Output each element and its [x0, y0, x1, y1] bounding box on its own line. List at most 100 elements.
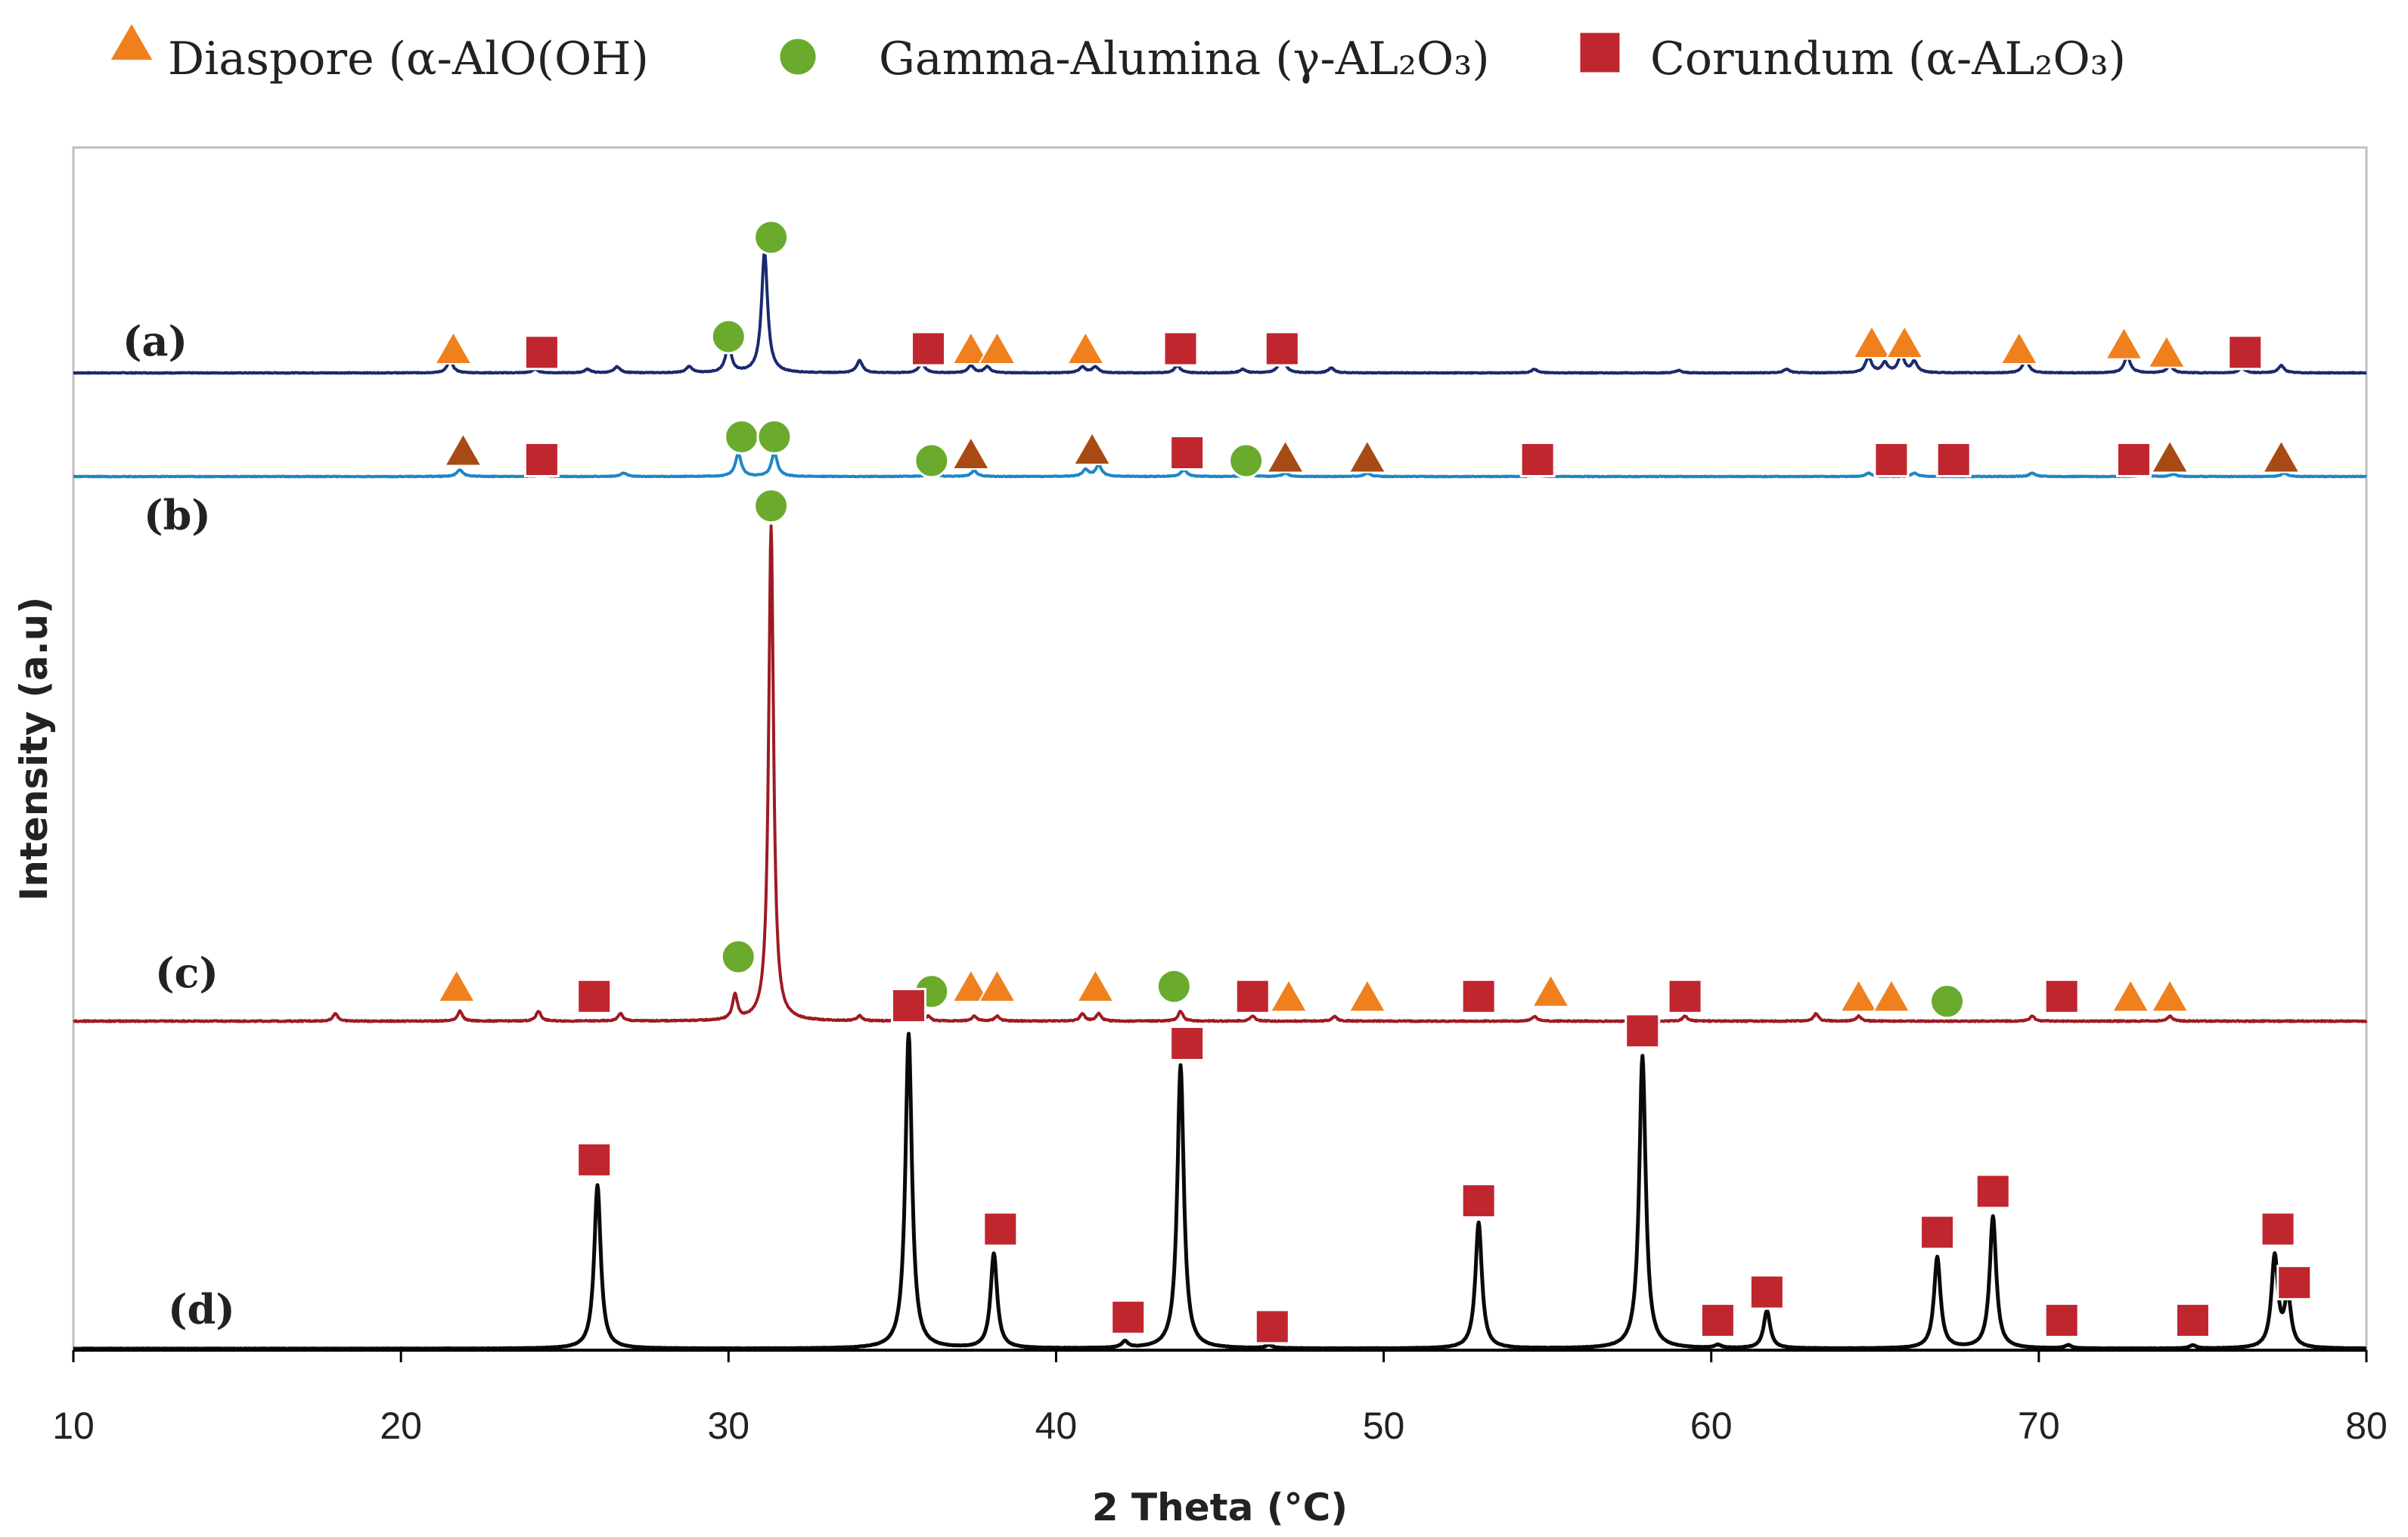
- phase-marker-b-circle-2: [724, 419, 760, 455]
- phase-marker-c-triangle-10: [1269, 978, 1308, 1013]
- phase-marker-a-triangle-5: [951, 330, 991, 365]
- phase-marker-c-triangle-7: [1075, 968, 1116, 1003]
- x-tick-label-30: 30: [707, 1405, 749, 1447]
- phase-marker-a-square-1: [523, 334, 560, 371]
- phase-marker-a-triangle-11: [1885, 324, 1924, 359]
- phase-marker-c-triangle-15: [1839, 978, 1879, 1013]
- phase-marker-b-triangle-dark-9: [1265, 439, 1305, 474]
- phase-marker-a-square-4: [911, 331, 947, 367]
- series-labels: (a) (b) (c) (d): [123, 317, 235, 1334]
- legend-entry-gamma-alumina: Gamma-Alumina (γ-AL₂O₃): [777, 33, 1490, 85]
- legend-circle-icon: [777, 36, 818, 77]
- phase-marker-d-square-3: [1110, 1299, 1147, 1335]
- x-axis-ticks: 10 20 30 40 50 60 70 80: [52, 1350, 2388, 1447]
- legend-square-icon: [1578, 30, 1622, 75]
- phase-marker-d-square-13: [2174, 1303, 2211, 1339]
- phase-marker-a-circle-3: [753, 219, 790, 256]
- phase-marker-a-triangle-10: [1852, 324, 1891, 359]
- phase-marker-c-triangle-11: [1348, 978, 1387, 1013]
- phase-marker-b-triangle-dark-16: [2261, 439, 2301, 474]
- phase-marker-b-square-12: [1873, 442, 1910, 477]
- series-line-b: [72, 451, 2368, 479]
- phase-marker-a-triangle-6: [977, 330, 1017, 365]
- phase-marker-b-circle-8: [1228, 442, 1265, 479]
- phase-marker-b-square-14: [2115, 442, 2152, 477]
- phase-marker-d-square-2: [982, 1211, 1019, 1247]
- legend-triangle-icon: [108, 21, 155, 61]
- phase-marker-b-triangle-dark-5: [951, 435, 991, 470]
- phase-marker-c-circle-17: [1929, 983, 1966, 1020]
- phase-marker-d-square-4: [1169, 1025, 1206, 1061]
- series-line-c: [72, 524, 2368, 1023]
- phase-marker-d-square-0: [576, 1141, 613, 1178]
- series-label-c: (c): [155, 949, 219, 997]
- phase-marker-a-square-15: [2227, 334, 2264, 371]
- y-axis-title: Intensity (a.u): [12, 597, 56, 901]
- x-tick-label-10: 10: [52, 1405, 95, 1447]
- phase-marker-d-square-5: [1254, 1309, 1290, 1345]
- phase-marker-c-triangle-0: [437, 968, 476, 1003]
- phase-marker-d-square-8: [1699, 1303, 1736, 1339]
- plot-frame: [72, 146, 2368, 1352]
- marker-layer: [433, 219, 2313, 1345]
- phase-marker-d-square-7: [1624, 1013, 1661, 1049]
- phase-marker-d-square-14: [2260, 1211, 2296, 1247]
- legend: Diaspore (α-AlO(OH) Gamma-Alumina (γ-AL₂…: [108, 21, 2126, 85]
- x-tick-label-70: 70: [2018, 1405, 2060, 1447]
- x-tick-label-50: 50: [1363, 1405, 1405, 1447]
- phase-marker-a-square-8: [1162, 331, 1199, 367]
- phase-marker-c-square-12: [1460, 978, 1497, 1014]
- x-tick-label-60: 60: [1690, 1405, 1733, 1447]
- phase-marker-a-circle-2: [710, 318, 746, 355]
- x-tick-label-40: 40: [1035, 1405, 1078, 1447]
- phase-marker-d-square-9: [1749, 1274, 1785, 1310]
- series-line-d: [72, 1032, 2368, 1351]
- phase-marker-c-triangle-5: [951, 968, 991, 1003]
- phase-marker-c-triangle-6: [977, 968, 1017, 1003]
- phase-marker-a-triangle-12: [2000, 330, 2039, 365]
- x-tick-label-80: 80: [2345, 1405, 2388, 1447]
- legend-label-diaspore: Diaspore (α-AlO(OH): [168, 33, 649, 85]
- phase-marker-d-square-10: [1919, 1214, 1956, 1250]
- phase-marker-a-triangle-14: [2147, 334, 2186, 368]
- phase-marker-a-triangle-13: [2104, 325, 2144, 360]
- phase-marker-d-square-11: [1975, 1173, 2011, 1209]
- phase-marker-d-square-15: [2276, 1265, 2313, 1301]
- phase-marker-a-triangle-0: [433, 330, 473, 365]
- phase-marker-b-circle-3: [756, 419, 793, 455]
- x-axis-title: 2 Theta (°C): [1092, 1486, 1348, 1529]
- phase-marker-b-square-13: [1935, 442, 1972, 477]
- x-tick-label-20: 20: [380, 1405, 422, 1447]
- phase-marker-c-circle-8: [1156, 968, 1192, 1004]
- phase-marker-a-square-9: [1264, 331, 1300, 367]
- phase-marker-c-circle-2: [720, 939, 756, 975]
- phase-marker-b-triangle-dark-0: [443, 432, 483, 467]
- series-label-a: (a): [123, 317, 188, 365]
- phase-marker-d-square-1: [891, 988, 927, 1024]
- series-line-a: [72, 250, 2368, 375]
- legend-entry-diaspore: Diaspore (α-AlO(OH): [108, 21, 649, 85]
- phase-marker-c-square-1: [576, 978, 613, 1014]
- phase-marker-c-square-18: [2043, 978, 2080, 1014]
- legend-label-corundum: Corundum (α-AL₂O₃): [1650, 33, 2126, 85]
- legend-entry-corundum: Corundum (α-AL₂O₃): [1578, 30, 2126, 85]
- phase-marker-b-square-7: [1169, 435, 1206, 470]
- phase-marker-d-square-6: [1460, 1182, 1497, 1219]
- series-layer: [72, 250, 2368, 1351]
- phase-marker-b-square-11: [1519, 442, 1556, 477]
- phase-marker-b-triangle-dark-15: [2150, 439, 2189, 474]
- phase-marker-b-triangle-dark-10: [1348, 439, 1387, 474]
- phase-marker-c-circle-3: [753, 488, 790, 524]
- phase-marker-c-triangle-20: [2150, 978, 2189, 1013]
- legend-label-gamma-alumina: Gamma-Alumina (γ-AL₂O₃): [879, 33, 1490, 85]
- phase-marker-b-circle-4: [914, 442, 950, 479]
- phase-marker-d-square-12: [2043, 1303, 2080, 1339]
- phase-marker-c-square-14: [1667, 978, 1703, 1014]
- phase-marker-b-triangle-dark-6: [1072, 430, 1112, 465]
- series-label-b: (b): [144, 491, 211, 539]
- phase-marker-c-triangle-16: [1872, 978, 1911, 1013]
- phase-marker-a-triangle-7: [1066, 330, 1106, 365]
- phase-marker-c-triangle-19: [2111, 978, 2150, 1013]
- phase-marker-b-square-1: [523, 442, 560, 477]
